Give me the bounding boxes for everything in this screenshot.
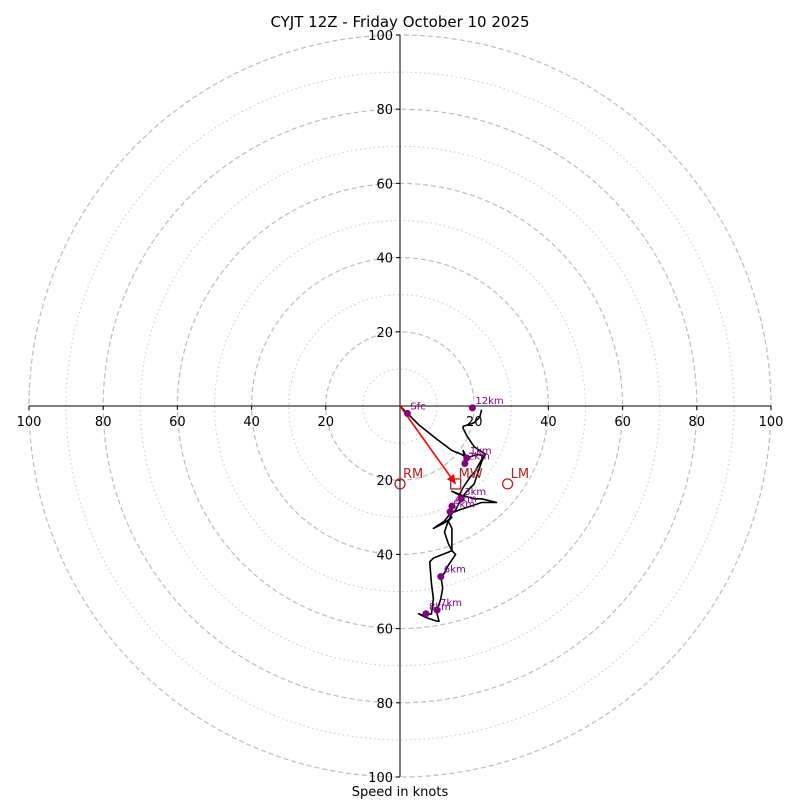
- height-marker-label: 1km: [470, 446, 492, 457]
- x-axis-label: Speed in knots: [352, 785, 449, 800]
- height-marker-12km: [468, 404, 476, 412]
- x-tick-label: 20: [318, 415, 335, 430]
- y-tick-label: 100: [368, 771, 393, 786]
- height-marker-label: 6km: [444, 565, 466, 576]
- height-marker-label: 7km: [440, 598, 462, 609]
- x-tick-label: 100: [17, 415, 42, 430]
- storm-motion-markers: RM MW LM: [394, 467, 529, 490]
- storm-motion-rm-marker: [394, 478, 406, 490]
- storm-motion-label: RM: [403, 467, 423, 482]
- storm-motion-label: MW: [459, 467, 483, 482]
- y-tick-label: 20: [376, 474, 393, 489]
- x-tick-label: 80: [689, 415, 706, 430]
- height-marker-2km: [461, 460, 469, 468]
- height-marker-label: Sfc: [410, 401, 425, 412]
- height-marker-label: 2km: [468, 452, 490, 463]
- height-marker-8km: [422, 610, 430, 618]
- storm-motion-lm-marker: [501, 478, 514, 490]
- height-marker-label: 8km: [429, 602, 451, 613]
- height-marker-4km: [448, 502, 456, 510]
- storm-motion-label: LM: [511, 467, 529, 482]
- y-tick-label: 60: [376, 177, 393, 192]
- height-marker-label: 5km: [453, 500, 475, 511]
- y-tick-label: 80: [376, 103, 393, 118]
- x-tick-label: 40: [540, 415, 557, 430]
- x-tick-label: 60: [614, 415, 631, 430]
- x-tick-label: 60: [169, 415, 186, 430]
- y-tick-label: 40: [376, 548, 393, 563]
- height-marker-6km: [437, 573, 445, 581]
- y-tick-label: 60: [376, 623, 393, 638]
- y-tick-label: 40: [376, 252, 393, 267]
- height-marker-label: 4km: [455, 494, 477, 505]
- height-marker-5km: [446, 508, 454, 516]
- height-marker-1km: [463, 454, 471, 462]
- mean-wind-vector: [399, 405, 457, 485]
- x-tick-label: 100: [759, 415, 784, 430]
- y-tick-label: 100: [368, 29, 393, 44]
- storm-motion-mw-marker: [449, 478, 462, 490]
- x-tick-label: 80: [95, 415, 112, 430]
- y-tick-label: 80: [376, 697, 393, 712]
- height-marker-3km: [457, 495, 465, 503]
- x-tick-label: 40: [243, 415, 260, 430]
- height-marker-7km: [433, 606, 441, 614]
- height-marker-Sfc: [403, 409, 411, 417]
- y-tick-label: 20: [376, 326, 393, 341]
- height-marker-label: 12km: [475, 396, 503, 407]
- chart-title: CYJT 12Z - Friday October 10 2025: [270, 13, 529, 31]
- height-marker-label: 3km: [464, 487, 486, 498]
